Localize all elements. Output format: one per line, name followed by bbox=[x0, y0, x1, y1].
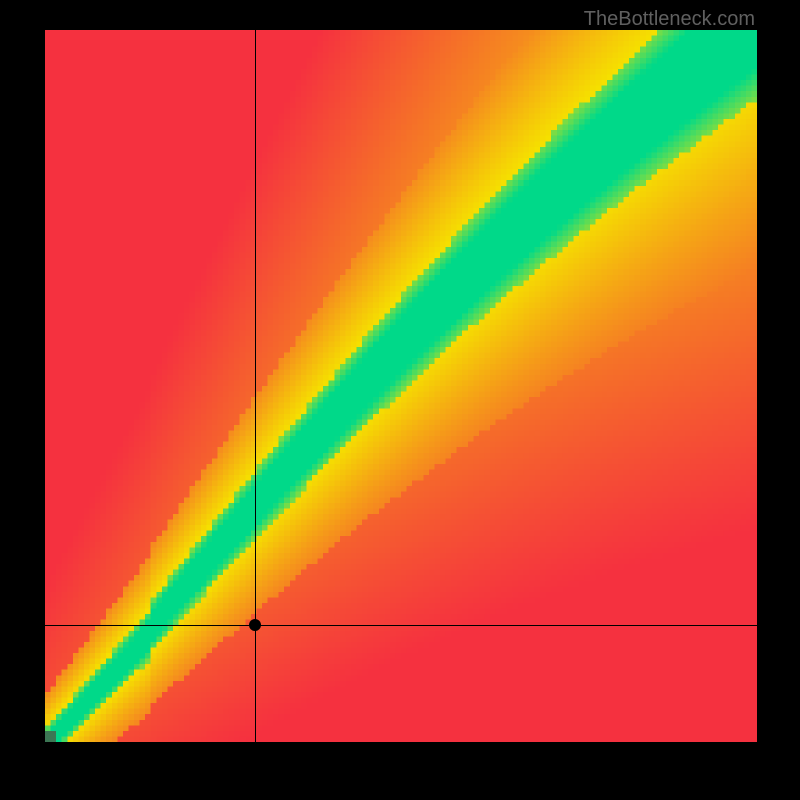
bottleneck-heatmap bbox=[45, 30, 757, 742]
heatmap-canvas bbox=[45, 30, 757, 742]
crosshair-vertical bbox=[255, 30, 256, 742]
crosshair-horizontal bbox=[45, 625, 757, 626]
watermark-text: TheBottleneck.com bbox=[584, 8, 755, 31]
selection-marker-dot bbox=[249, 619, 261, 631]
